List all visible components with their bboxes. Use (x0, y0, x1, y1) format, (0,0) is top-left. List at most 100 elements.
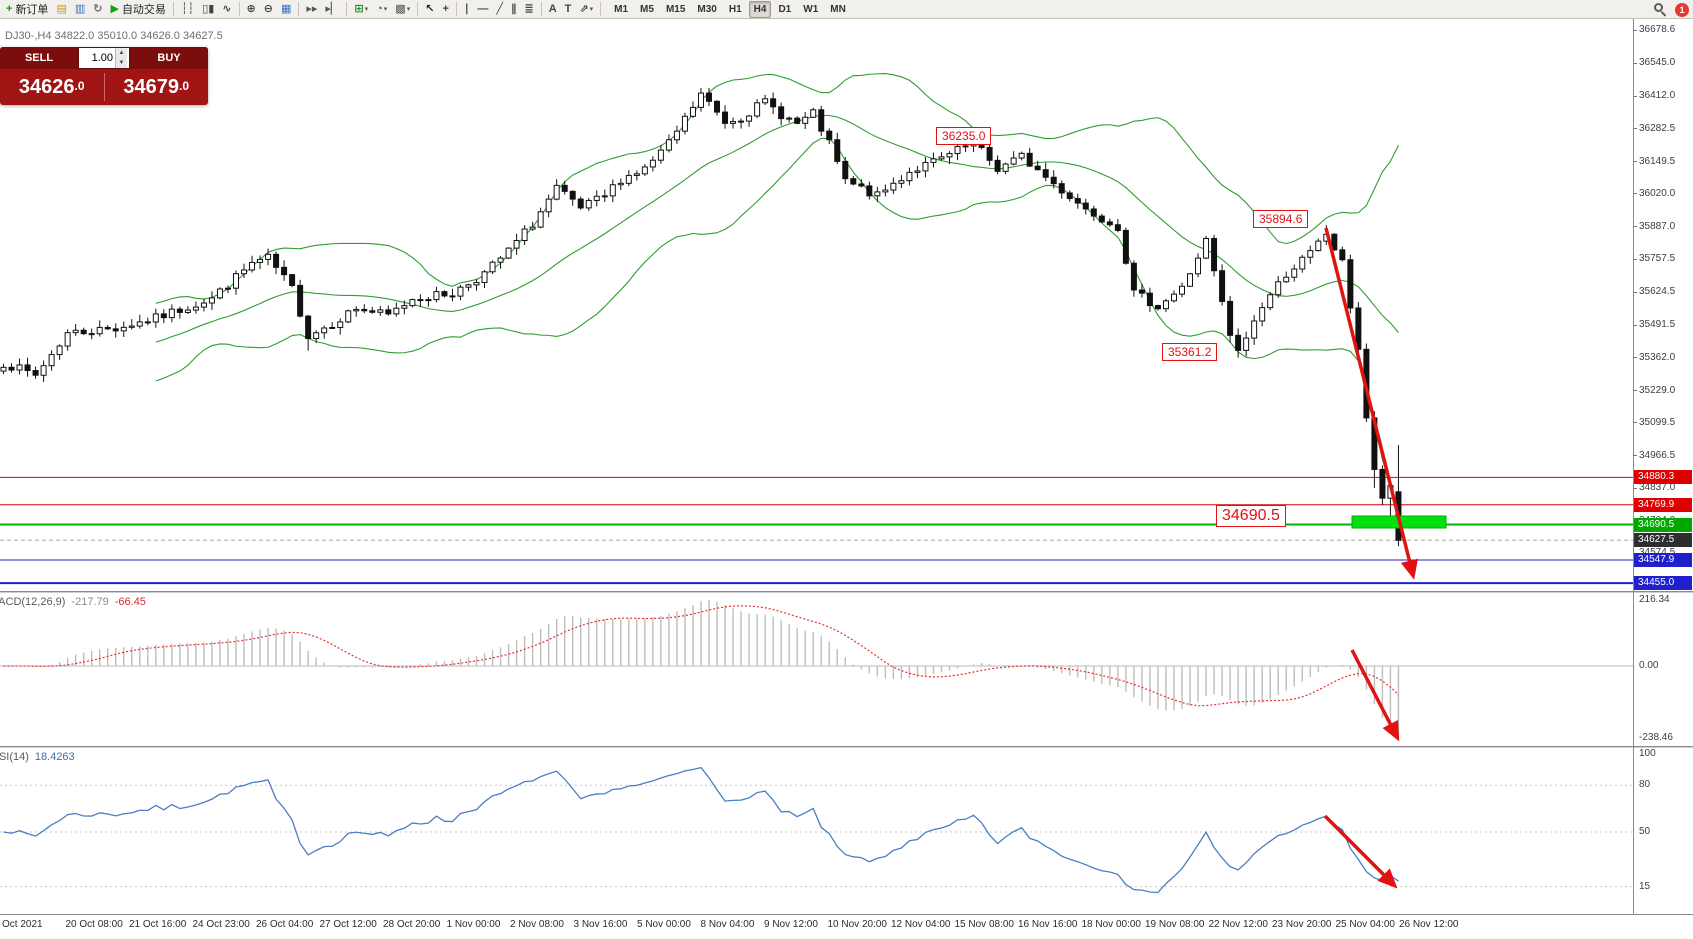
volume-increase-button[interactable]: ▲ (115, 48, 127, 58)
main-macd-separator[interactable] (0, 591, 1693, 593)
chart-shift-icon-glyph: ▸▏ (325, 2, 340, 15)
rsi-down-arrow (1323, 814, 1398, 889)
toolbar-separator (172, 2, 174, 16)
vertical-line-icon[interactable]: ∣ (460, 1, 474, 18)
price-axis-label: 35757.5 (1639, 253, 1676, 265)
time-axis-label: 10 Nov 20:00 (827, 919, 888, 930)
price-axis-tick (1633, 357, 1637, 358)
arrows-tool-icon-glyph: ⇗ (579, 2, 589, 15)
autotrade-button-label: 自动交易 (121, 4, 166, 16)
bar-chart-mode-icon[interactable]: ┆┆ (177, 1, 198, 18)
time-axis-label: Oct 2021 (2, 919, 43, 930)
price-tag-34690.5: 34690.5 (1634, 517, 1692, 532)
new-order-button[interactable]: + 新订单 (2, 1, 52, 18)
cursor-icon[interactable]: ↖ (421, 1, 438, 18)
market-watch-icon[interactable]: ▤ (52, 1, 70, 18)
text-tool-icon[interactable]: A (545, 1, 561, 18)
price-axis-label: 36282.5 (1639, 122, 1676, 134)
new-chart-icon[interactable]: ⊞ ▾ (350, 1, 372, 18)
volume-spinner: ▲ ▼ (115, 48, 127, 68)
price-annotation-label[interactable]: 34690.5 (1216, 505, 1286, 527)
toolbar-separator (346, 2, 348, 16)
price-axis-label: 34837.0 (1639, 482, 1676, 494)
time-axis-label: 16 Nov 16:00 (1018, 919, 1078, 930)
refresh-icon[interactable]: ↻ (89, 1, 106, 18)
tile-windows-icon[interactable]: ▦ (277, 1, 295, 18)
horizontal-line-icon[interactable]: ― (473, 1, 492, 18)
zoom-out-icon[interactable]: ⊖ (260, 1, 277, 18)
toolbar-separator (455, 2, 457, 16)
timeframe-button-m30[interactable]: M30 (697, 3, 717, 15)
time-axis-label: 23 Nov 20:00 (1272, 919, 1332, 930)
dropdown-arrow-icon: ▾ (589, 6, 594, 13)
timeframe-button-m5[interactable]: M5 (640, 3, 654, 15)
price-axis-tick (1633, 226, 1637, 228)
toolbar-separator (417, 2, 419, 16)
timeframe-button-w1[interactable]: W1 (803, 3, 819, 15)
macd-scale-label: 0.00 (1639, 659, 1659, 671)
price-annotation-label[interactable]: 35361.2 (1162, 343, 1218, 361)
time-axis-label: 8 Nov 04:00 (700, 919, 755, 930)
time-axis-label: 22 Nov 12:00 (1208, 919, 1269, 930)
timeframe-button-m1[interactable]: M1 (614, 3, 629, 15)
search-icon[interactable] (1654, 3, 1667, 17)
new-chart-icon-glyph: ⊞ (354, 2, 364, 15)
volume-input[interactable] (79, 52, 115, 64)
price-tag-34455.0: 34455.0 (1634, 576, 1692, 591)
price-annotation-label[interactable]: 35894.6 (1253, 210, 1309, 228)
candle-chart-mode-icon[interactable]: ▯▮ (198, 1, 218, 18)
price-annotation-label[interactable]: 36235.0 (936, 127, 992, 145)
zoom-in-icon[interactable]: ⊕ (243, 1, 260, 18)
autotrade-button[interactable]: ▶ 自动交易 (106, 1, 169, 18)
arrows-tool-icon[interactable]: ⇗ ▾ (575, 1, 597, 18)
period-selector-icon[interactable]: ◔ ▾ (372, 1, 391, 18)
price-axis-tick (1633, 62, 1637, 64)
timeframe-button-h4[interactable]: H4 (748, 0, 772, 18)
timeframe-button-h1[interactable]: H1 (728, 3, 742, 15)
rsi-scale-label: 80 (1639, 779, 1651, 791)
buy-button[interactable]: BUY (157, 52, 181, 64)
price-down-arrow (1324, 227, 1418, 580)
volume-decrease-button[interactable]: ▼ (115, 58, 127, 68)
label-tool-icon[interactable]: T (561, 1, 576, 18)
auto-scroll-icon[interactable]: ▸▸ (302, 1, 321, 18)
one-click-trade-panel: SELL ▲ ▼ BUY 34626.0 34679.0 (0, 47, 208, 105)
price-axis-tick (1633, 291, 1637, 293)
dropdown-arrow-icon: ▾ (364, 6, 369, 13)
vertical-line-icon-glyph: ∣ (463, 2, 470, 15)
price-axis-label: 35491.5 (1639, 319, 1676, 331)
market-watch-icon-glyph: ▤ (56, 2, 67, 15)
toolbar-separator (298, 2, 300, 16)
bollinger-lower-band (155, 137, 1399, 520)
macd-rsi-separator[interactable] (0, 746, 1693, 748)
template-icon[interactable]: ▩ ▾ (391, 1, 414, 18)
main-toolbar: 1 + 新订单 ▤ ▥ ↻ ▶ 自动交易 ┆┆ ▯▮ ∿ ⊕ ⊖ ▦ ▸▸ ▸▏ ⊞ ▾ ◔ ▾ ▩ ▾ ↖ + ∣ ― ╱ ∥ ≣ A… (0, 0, 1693, 19)
crosshair-icon[interactable]: + (438, 1, 452, 18)
line-chart-mode-icon[interactable]: ∿ (218, 1, 235, 18)
sell-button[interactable]: SELL (24, 52, 54, 64)
notification-badge[interactable]: 1 (1675, 2, 1689, 17)
timeframe-button-d1[interactable]: D1 (778, 3, 792, 15)
time-axis-label: 1 Nov 00:00 (446, 919, 501, 930)
buy-price[interactable]: 34679.0 (123, 75, 190, 98)
trendline-icon[interactable]: ╱ (492, 1, 507, 18)
chart-shift-icon[interactable]: ▸▏ (321, 1, 343, 18)
fibonacci-icon[interactable]: ≣ (521, 1, 538, 18)
rsi-indicator-label: RSI(14)18.4263 (0, 751, 75, 763)
time-axis-label: 12 Nov 04:00 (891, 919, 951, 930)
sell-price[interactable]: 34626.0 (18, 75, 85, 98)
dropdown-arrow-icon: ▾ (383, 6, 388, 13)
timeframe-button-m15[interactable]: M15 (665, 3, 686, 15)
time-axis-label: 9 Nov 12:00 (764, 919, 818, 930)
channel-icon-glyph: ∥ (511, 2, 517, 15)
channel-icon[interactable]: ∥ (507, 1, 521, 18)
time-axis-label: 24 Oct 23:00 (192, 919, 250, 930)
dropdown-arrow-icon: ▾ (406, 6, 411, 13)
auto-scroll-icon-glyph: ▸▸ (306, 2, 318, 15)
data-window-icon[interactable]: ▥ (71, 1, 89, 18)
timeframe-button-mn[interactable]: MN (830, 3, 846, 15)
time-axis-label: 25 Nov 04:00 (1335, 919, 1396, 930)
fibonacci-icon-glyph: ≣ (524, 2, 534, 15)
rsi-timeaxis-separator (0, 914, 1693, 915)
